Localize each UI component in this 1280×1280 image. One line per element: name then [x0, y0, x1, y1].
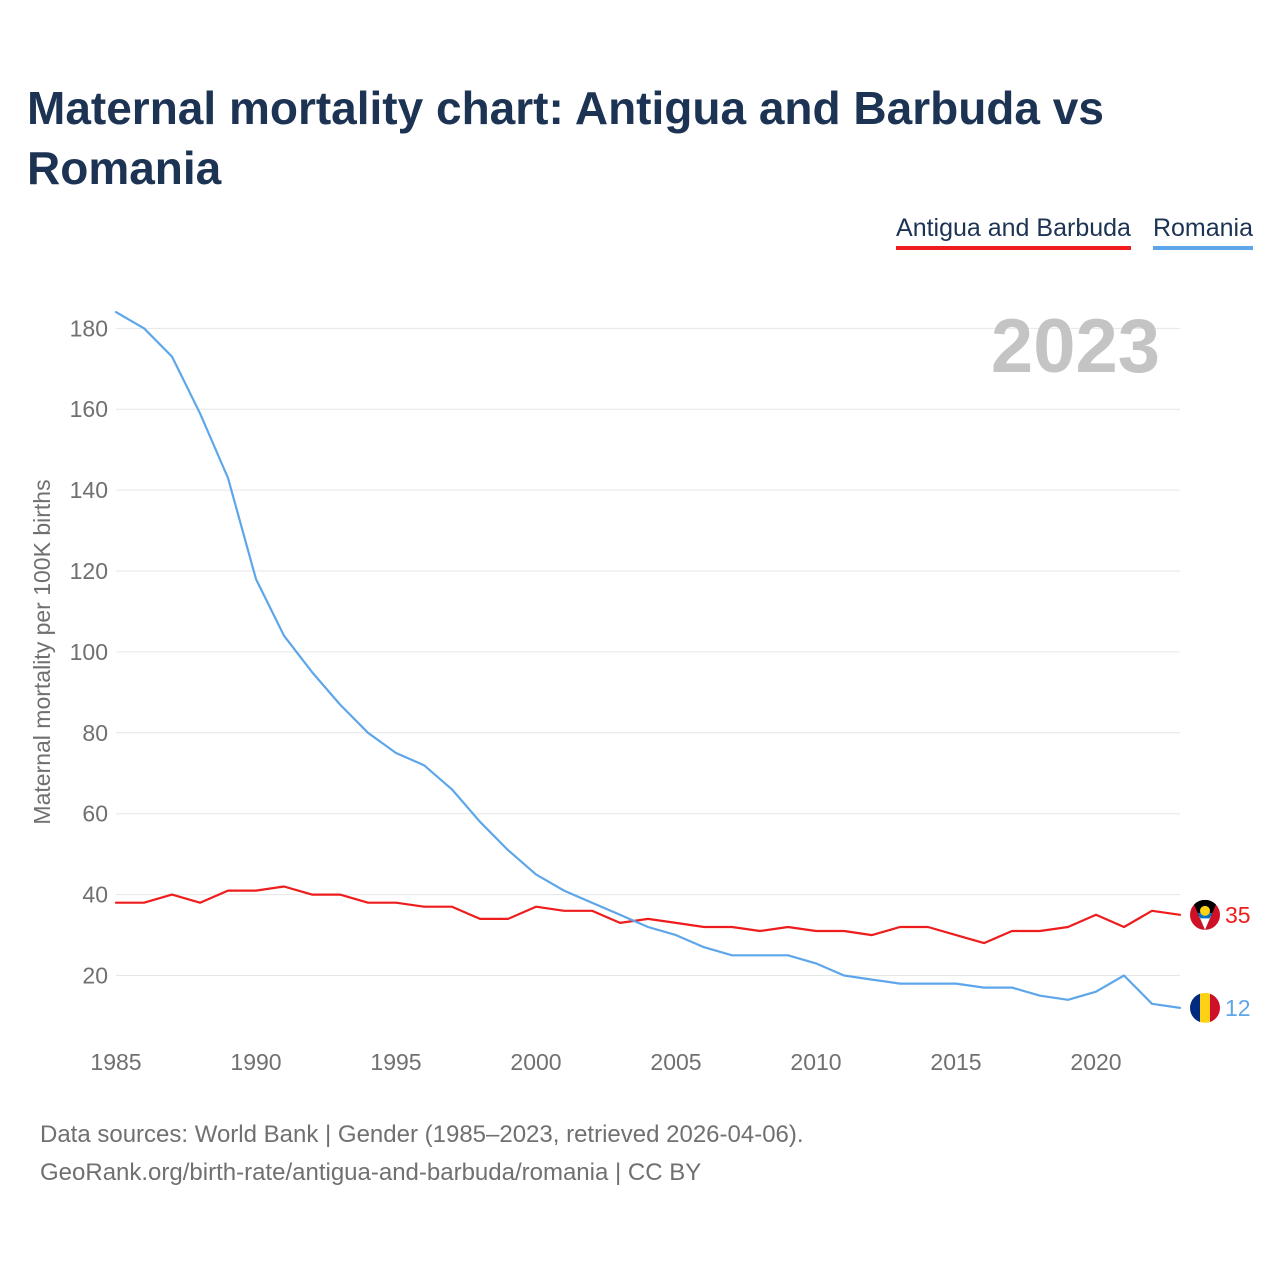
series-group — [114, 311, 1182, 1010]
antigua-and-barbuda-flag-icon — [1190, 899, 1220, 930]
y-tick-label: 40 — [82, 882, 108, 908]
legend-item-romania[interactable]: Romania — [1152, 214, 1253, 250]
end-value-label-antigua-and-barbuda: 35 — [1225, 902, 1251, 928]
flag-shapes — [1190, 899, 1220, 930]
x-tick-label: 2000 — [510, 1049, 561, 1075]
y-tick-label: 120 — [70, 558, 108, 584]
x-tick-label: 2005 — [650, 1049, 701, 1075]
y-axis-ticks: 20 40 60 80 100 120 140 160 180 — [70, 315, 108, 988]
flag-triangle-white — [1199, 915, 1211, 930]
flag-stripe-yellow — [1200, 992, 1210, 1023]
flag-stripe-blue — [1190, 992, 1200, 1023]
end-markers: 35 12 — [1190, 899, 1251, 1023]
y-tick-label: 20 — [82, 963, 108, 989]
x-tick-label: 1990 — [230, 1049, 281, 1075]
series-line-antigua-and-barbuda — [114, 885, 1182, 945]
grid-lines — [116, 327, 1180, 977]
legend: Antigua and Barbuda Romania — [896, 214, 1253, 250]
y-tick-label: 180 — [70, 315, 108, 341]
chart-title: Maternal mortality chart: Antigua and Ba… — [27, 82, 1104, 194]
legend-item-antigua-and-barbuda[interactable]: Antigua and Barbuda — [896, 214, 1131, 250]
y-tick-label: 100 — [70, 639, 108, 665]
y-tick-label: 160 — [70, 396, 108, 422]
x-tick-label: 1985 — [90, 1049, 141, 1075]
year-watermark: 2023 — [991, 304, 1160, 389]
flag-stripe-red — [1210, 992, 1220, 1023]
end-value-label-romania: 12 — [1225, 995, 1251, 1021]
y-tick-label: 80 — [82, 720, 108, 746]
x-axis-ticks: 1985 1990 1995 2000 2005 2010 2015 2020 — [90, 1049, 1121, 1075]
y-tick-label: 60 — [82, 801, 108, 827]
flag-stripes — [1190, 992, 1220, 1023]
x-tick-label: 1995 — [370, 1049, 421, 1075]
x-tick-label: 2010 — [790, 1049, 841, 1075]
footer-source: Data sources: World Bank | Gender (1985–… — [40, 1121, 804, 1148]
flag-sun — [1200, 905, 1210, 916]
footer-attribution: GeoRank.org/birth-rate/antigua-and-barbu… — [40, 1159, 702, 1186]
series-line-romania — [114, 311, 1182, 1010]
y-tick-label: 140 — [70, 477, 108, 503]
x-tick-label: 2015 — [930, 1049, 981, 1075]
footer: Data sources: World Bank | Gender (1985–… — [40, 1116, 804, 1192]
line-chart: 20 40 60 80 100 120 140 160 180 1985 1990 1995 2000… — [29, 304, 1251, 1075]
x-tick-label: 2020 — [1070, 1049, 1121, 1075]
y-axis-label: Maternal mortality per 100K births — [29, 479, 55, 824]
romania-flag-icon — [1190, 992, 1220, 1023]
